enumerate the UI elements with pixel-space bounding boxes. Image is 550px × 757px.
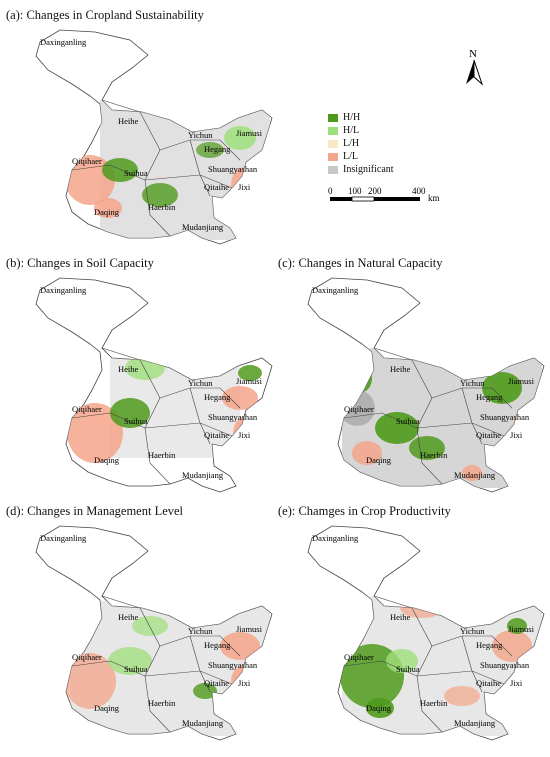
label-daxinganling: Daxinganling [312, 285, 359, 295]
label-haerbin: Haerbin [420, 698, 448, 708]
label-shuangyashan: Shuangyashan [480, 660, 530, 670]
label-suihua: Suihua [124, 168, 148, 178]
label-qiqihaer: Qiqihaer [72, 404, 102, 414]
label-mudanjiang: Mudanjiang [454, 470, 496, 480]
label-heihe: Heihe [118, 612, 139, 622]
label-daxinganling: Daxinganling [40, 533, 87, 543]
legend-item: Insignificant [328, 163, 394, 176]
label-jixi: Jixi [238, 678, 251, 688]
map-panel-b: Daxinganling Heihe Yichun Hegang Jiamusi… [35, 277, 273, 493]
label-mudanjiang: Mudanjiang [182, 222, 224, 232]
label-qitaihe: Qitaihe [204, 678, 229, 688]
label-daqing: Daqing [94, 703, 120, 713]
label-jixi: Jixi [510, 678, 523, 688]
legend-item: H/L [328, 124, 394, 137]
label-haerbin: Haerbin [148, 450, 176, 460]
legend-item: H/H [328, 111, 394, 124]
label-heihe: Heihe [390, 364, 411, 374]
label-hegang: Hegang [476, 640, 503, 650]
scale-tick-0: 0 [328, 186, 333, 196]
label-shuangyashan: Shuangyashan [208, 164, 258, 174]
label-haerbin: Haerbin [148, 202, 176, 212]
legend: H/H H/L L/H L/L Insignificant [328, 111, 394, 176]
label-hegang: Hegang [476, 392, 503, 402]
label-daxinganling: Daxinganling [40, 37, 87, 47]
label-daqing: Daqing [366, 455, 392, 465]
north-label: N [469, 48, 477, 60]
label-daxinganling: Daxinganling [40, 285, 87, 295]
map-panel-a: Daxinganling Heihe Yichun Hegang Jiamusi… [35, 29, 273, 245]
label-jiamusi: Jiamusi [508, 624, 535, 634]
label-jixi: Jixi [510, 430, 523, 440]
legend-swatch [328, 152, 338, 161]
label-jiamusi: Jiamusi [236, 376, 263, 386]
panel-a-title: (a): Changes in Cropland Sustainability [6, 8, 204, 22]
label-mudanjiang: Mudanjiang [182, 718, 224, 728]
label-shuangyashan: Shuangyashan [208, 412, 258, 422]
north-arrow-icon: N [462, 46, 486, 95]
label-jixi: Jixi [238, 182, 251, 192]
label-mudanjiang: Mudanjiang [182, 470, 224, 480]
label-qitaihe: Qitaihe [204, 182, 229, 192]
map-panel-d: Daxinganling Heihe Yichun Hegang Jiamusi… [35, 525, 273, 741]
label-jiamusi: Jiamusi [236, 624, 263, 634]
legend-swatch [328, 165, 338, 174]
label-yichun: Yichun [188, 130, 213, 140]
scale-tick-100: 100 [348, 186, 362, 196]
legend-label: L/H [343, 138, 360, 149]
legend-label: H/H [343, 112, 361, 123]
label-suihua: Suihua [124, 416, 148, 426]
label-daqing: Daqing [366, 703, 392, 713]
label-jixi: Jixi [238, 430, 251, 440]
label-haerbin: Haerbin [148, 698, 176, 708]
legend-item: L/H [328, 137, 394, 150]
label-yichun: Yichun [460, 626, 485, 636]
label-suihua: Suihua [396, 416, 420, 426]
scale-tick-400: 400 [412, 186, 426, 196]
label-jiamusi: Jiamusi [236, 128, 263, 138]
legend-label: H/L [343, 125, 360, 136]
label-qiqihaer: Qiqihaer [344, 404, 374, 414]
label-suihua: Suihua [124, 664, 148, 674]
label-daxinganling: Daxinganling [312, 533, 359, 543]
label-heihe: Heihe [118, 364, 139, 374]
label-qitaihe: Qitaihe [476, 430, 501, 440]
scale-bar: 0 100 200 400 km [328, 185, 448, 214]
panel-b-title: (b): Changes in Soil Capacity [6, 256, 154, 270]
panel-c-title: (c): Changes in Natural Capacity [278, 256, 443, 270]
label-qiqihaer: Qiqihaer [344, 652, 374, 662]
label-daqing: Daqing [94, 207, 120, 217]
legend-swatch [328, 113, 338, 122]
label-hegang: Hegang [204, 144, 231, 154]
label-heihe: Heihe [390, 612, 411, 622]
label-qiqihaer: Qiqihaer [72, 652, 102, 662]
label-qiqihaer: Qiqihaer [72, 156, 102, 166]
scale-tick-200: 200 [368, 186, 382, 196]
label-hegang: Hegang [204, 640, 231, 650]
panel-d-title: (d): Changes in Management Level [6, 504, 184, 518]
map-panel-e: Daxinganling Heihe Yichun Hegang Jiamusi… [307, 525, 545, 741]
label-shuangyashan: Shuangyashan [480, 412, 530, 422]
scale-unit: km [428, 193, 440, 203]
legend-label: L/L [343, 151, 358, 162]
label-yichun: Yichun [188, 626, 213, 636]
label-qitaihe: Qitaihe [204, 430, 229, 440]
label-shuangyashan: Shuangyashan [208, 660, 258, 670]
label-yichun: Yichun [460, 378, 485, 388]
label-mudanjiang: Mudanjiang [454, 718, 496, 728]
label-jiamusi: Jiamusi [508, 376, 535, 386]
label-yichun: Yichun [188, 378, 213, 388]
label-hegang: Hegang [204, 392, 231, 402]
legend-label: Insignificant [343, 164, 394, 175]
label-suihua: Suihua [396, 664, 420, 674]
map-panel-c: Daxinganling Heihe Yichun Hegang Jiamusi… [307, 277, 545, 493]
legend-swatch [328, 126, 338, 135]
legend-swatch [328, 139, 338, 148]
label-qitaihe: Qitaihe [476, 678, 501, 688]
label-haerbin: Haerbin [420, 450, 448, 460]
legend-item: L/L [328, 150, 394, 163]
panel-e-title: (e): Chamges in Crop Productivity [278, 504, 451, 518]
label-daqing: Daqing [94, 455, 120, 465]
label-heihe: Heihe [118, 116, 139, 126]
